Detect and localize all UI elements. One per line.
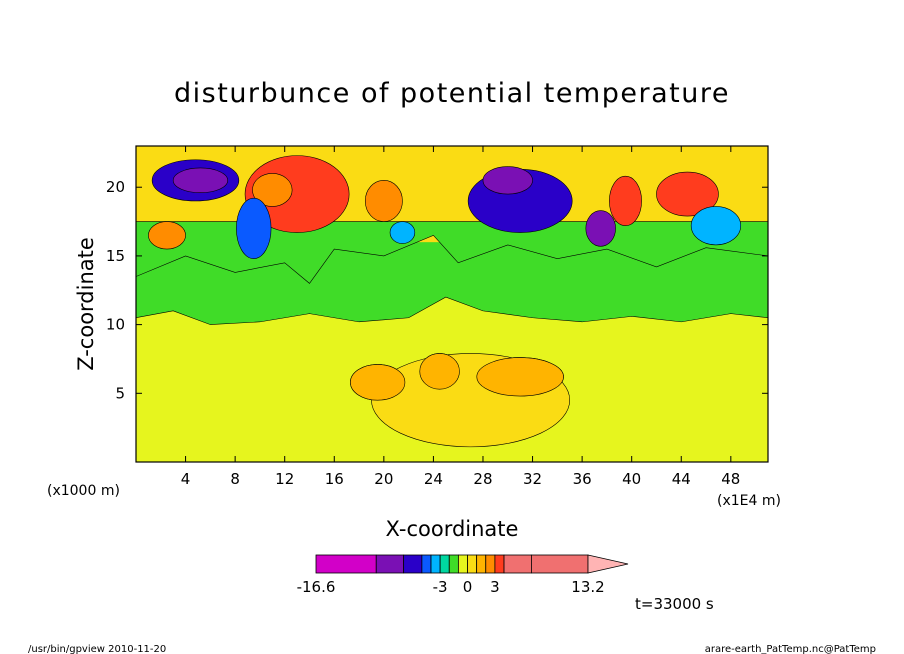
footer-left: /usr/bin/gpview 2010-11-20 — [28, 644, 166, 654]
x-axis-label: X-coordinate — [386, 517, 519, 541]
colorbar-tick-label: -3 — [433, 578, 448, 596]
colorbar-segment — [439, 554, 450, 574]
footer-right: arare-earth_PatTemp.nc@PatTemp — [705, 644, 876, 654]
y-tick-label: 10 — [106, 316, 125, 334]
x-tick-label: 44 — [672, 470, 691, 488]
y-axis-ticks: 5 10 15 20 — [106, 178, 768, 402]
x-tick-label: 48 — [721, 470, 740, 488]
field-lower-blob — [350, 364, 406, 401]
colorbar-tick-labels: -16.6 -3 0 3 13.2 — [297, 578, 605, 596]
plot-frame — [135, 145, 769, 463]
y-tick-label: 15 — [106, 247, 125, 265]
field-cold-blob — [172, 167, 229, 194]
x-tick-label: 16 — [325, 470, 344, 488]
field-warm-blob — [364, 180, 403, 222]
colorbar-tick-label: 0 — [463, 578, 473, 596]
field-warm-blob — [609, 175, 642, 226]
x-tick-label: 4 — [181, 470, 191, 488]
x-tick-label: 40 — [622, 470, 641, 488]
y-axis-label: Z-coordinate — [74, 237, 98, 371]
field-cold-blob — [585, 210, 616, 247]
y-tick-label: 20 — [106, 178, 125, 196]
field-cold-blob — [482, 166, 533, 195]
time-label: t=33000 s — [635, 595, 714, 613]
colorbar-segment — [503, 554, 532, 574]
colorbar-arrow — [587, 554, 629, 574]
field-cold-blob — [389, 221, 416, 244]
colorbar-segment — [375, 554, 405, 574]
colorbar — [315, 554, 629, 574]
x-unit-right: (x1E4 m) — [717, 493, 781, 509]
colorbar-segment — [448, 554, 459, 574]
x-tick-label: 24 — [424, 470, 443, 488]
colorbar-segment — [421, 554, 432, 574]
x-unit-left: (x1000 m) — [47, 483, 120, 499]
colorbar-segment — [467, 554, 478, 574]
heatmap-field — [136, 146, 768, 462]
field-lower-blob — [476, 357, 564, 397]
x-tick-label: 36 — [573, 470, 592, 488]
colorbar-segment — [485, 554, 496, 574]
y-tick-label: 5 — [115, 384, 125, 402]
x-tick-label: 8 — [230, 470, 240, 488]
x-tick-label: 20 — [374, 470, 393, 488]
x-tick-label: 12 — [275, 470, 294, 488]
field-warm-blob — [148, 221, 186, 250]
field-lower-blob — [419, 353, 460, 390]
colorbar-segment — [403, 554, 423, 574]
x-axis-ticks: 4 8 12 16 20 24 28 32 36 40 44 48 — [181, 146, 740, 488]
colorbar-segment — [476, 554, 487, 574]
colorbar-segment — [457, 554, 468, 574]
colorbar-tick-label: -16.6 — [297, 578, 336, 596]
field-cold-blob — [690, 206, 742, 246]
x-tick-label: 28 — [473, 470, 492, 488]
chart-title: disturbunce of potential temperature — [174, 78, 730, 109]
colorbar-segment — [531, 554, 589, 574]
field-cold-blob — [236, 197, 272, 259]
field-warm-blob — [252, 173, 293, 207]
colorbar-tick-label: 13.2 — [571, 578, 604, 596]
x-tick-label: 32 — [523, 470, 542, 488]
colorbar-segment — [315, 554, 377, 574]
field-warm-blob — [656, 171, 719, 217]
colorbar-segment — [430, 554, 441, 574]
colorbar-tick-label: 3 — [490, 578, 500, 596]
colorbar-segment — [494, 554, 505, 574]
